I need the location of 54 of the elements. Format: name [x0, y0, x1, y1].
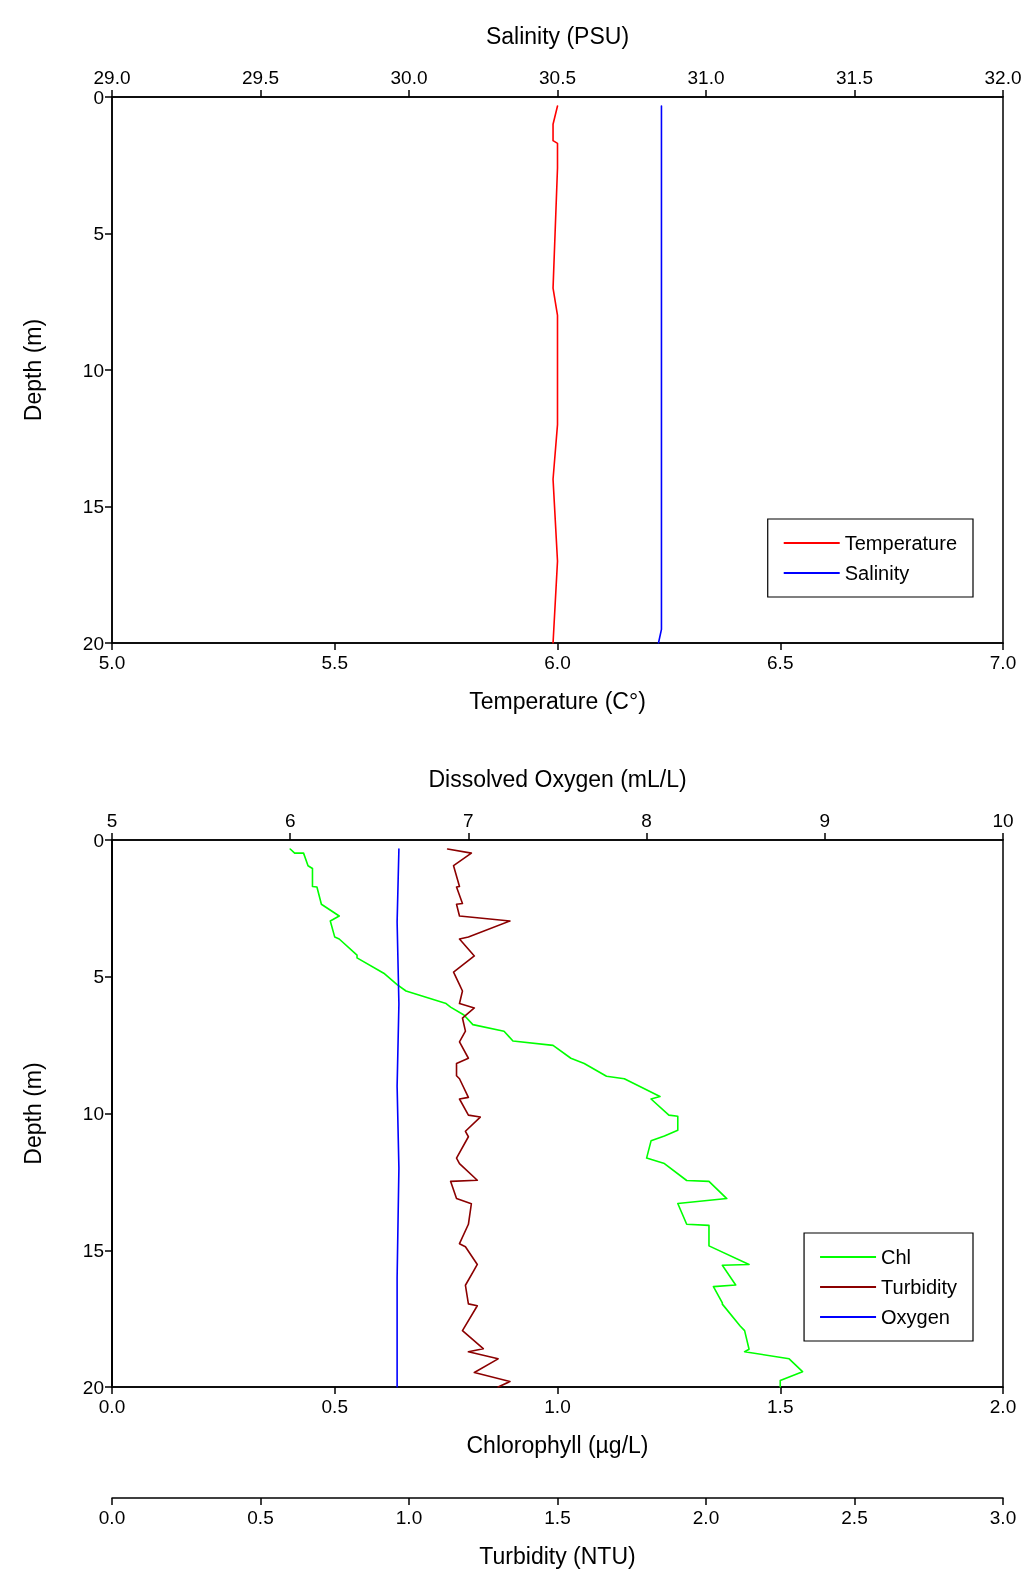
legend-label: Temperature — [844, 532, 958, 554]
x2-tick-label: 32.0 — [984, 67, 1022, 88]
x-tick-label: 6.0 — [544, 652, 571, 673]
x-tick-label: 7.0 — [989, 652, 1017, 673]
text: Turbidity — [881, 1276, 958, 1298]
y-tick-label: 10 — [82, 1103, 104, 1124]
line-series — [552, 105, 559, 644]
x2-axis-title: Salinity (PSU) — [485, 22, 630, 49]
x2-tick-label: 5 — [106, 810, 118, 831]
legend-label: Oxygen — [881, 1306, 950, 1328]
x-tick-label: 0.5 — [247, 1507, 274, 1528]
x2-tick-label: 9 — [819, 810, 831, 831]
x-tick-label: 0.0 — [98, 1507, 126, 1528]
x2-tick-label: 10 — [992, 810, 1014, 831]
x-axis-title: Turbidity (NTU) — [479, 1542, 636, 1569]
x2-tick-label: 31.5 — [836, 67, 873, 88]
y-axis-title: Depth (m) — [19, 1062, 46, 1165]
x2-tick-label: 8 — [641, 810, 652, 831]
x-tick-label: 0.0 — [98, 1396, 126, 1417]
x-tick-label: 1.5 — [767, 1396, 794, 1417]
x2-tick-label: 31.0 — [687, 67, 725, 88]
x2-tick-label: 30.0 — [390, 67, 428, 88]
y-tick-label: 5 — [93, 223, 104, 244]
y-tick-label: 20 — [82, 632, 104, 654]
x2-tick-label: 30.5 — [539, 67, 576, 88]
y-tick-label: 20 — [82, 1376, 104, 1398]
x2-tick-label: 6 — [284, 810, 296, 831]
x-tick-label: 2.0 — [989, 1396, 1017, 1417]
y-tick-label: 0 — [93, 829, 104, 851]
line-series — [289, 848, 804, 1388]
y-tick-label: 10 — [82, 359, 104, 381]
y-tick-label: 5 — [93, 966, 104, 988]
y-tick-label: 15 — [82, 1239, 104, 1261]
x-tick-label: 1.0 — [395, 1507, 423, 1528]
x2-tick-label: 29.0 — [93, 67, 131, 88]
x-tick-label: 3.0 — [989, 1507, 1017, 1528]
x2-axis-title: Dissolved Oxygen (mL/L) — [428, 765, 687, 792]
y-tick-label: 0 — [93, 86, 104, 108]
x-tick-label: 2.0 — [692, 1507, 720, 1528]
x2-tick-label: 7 — [463, 810, 474, 831]
x-tick-label: 1.0 — [544, 1396, 571, 1417]
y-axis-title: Depth (m) — [19, 318, 46, 422]
x-tick-label: 6.5 — [767, 652, 794, 673]
x-tick-label: 0.5 — [321, 1396, 348, 1417]
x2-tick-label: 29.5 — [242, 67, 279, 88]
x-tick-label: 5.5 — [321, 652, 348, 673]
x-tick-label: 1.5 — [544, 1507, 571, 1528]
y-tick-label: 15 — [82, 496, 104, 517]
legend-label: Salinity — [844, 562, 910, 584]
x-axis-title: Chlorophyll (µg/L) — [466, 1431, 649, 1458]
legend-label: Chl — [881, 1246, 912, 1268]
x-tick-label: 5.0 — [98, 652, 126, 673]
x-axis-title: Temperature (C°) — [469, 687, 646, 714]
x-tick-label: 2.5 — [841, 1507, 868, 1528]
